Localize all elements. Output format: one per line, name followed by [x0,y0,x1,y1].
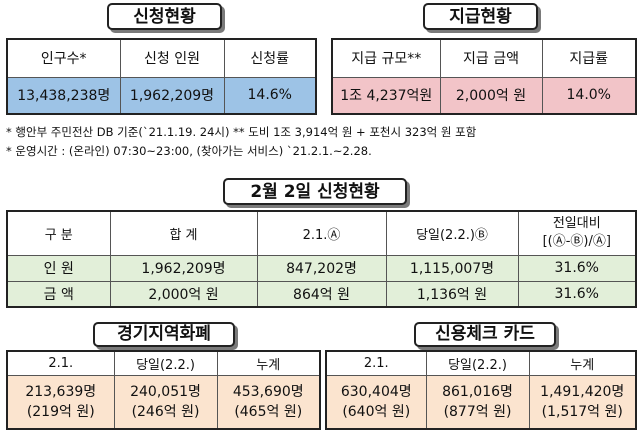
header-change: 전일대비 [(Ⓐ-Ⓑ)/Ⓐ] [517,210,637,256]
header-lc-feb1: 2.1. [6,350,115,376]
section-title-payment-status: 지급현황 [423,3,538,30]
section-title-application-status: 신청현황 [107,3,222,30]
application-status-table: 인구수* 신청 인원 신청률 13,438,238명 1,962,209명 14… [6,38,317,115]
value-cc-cumulative-people: 1,491,420명 [540,383,625,400]
header-feb1: 2.1.Ⓐ [256,210,387,256]
header-today: 당일(2.2.)Ⓑ [385,210,519,256]
value-cc-today-amount: (877억 원) [443,403,512,420]
value-cc-today: 861,016명 (877억 원) [425,374,530,430]
value-cc-feb1-amount: (640억 원) [342,403,411,420]
value-population: 13,438,238명 [6,76,121,115]
value-lc-today-amount: (246억 원) [131,403,200,420]
value-lc-feb1-people: 213,639명 [25,383,97,400]
value-cc-cumulative-amount: (1,517억 원) [541,403,623,420]
header-population: 인구수* [6,38,121,78]
header-total: 합 계 [109,210,258,256]
header-cc-feb1: 2.1. [325,350,427,376]
section-title-local-currency: 경기지역화폐 [93,322,235,347]
section-title-credit-check-card: 신용체크 카드 [414,322,556,347]
row-amount-change: 31.6% [517,280,637,308]
value-payment-scale: 1조 4,237억원 [331,76,441,115]
value-lc-today: 240,051명 (246억 원) [113,374,218,430]
row-amount-feb1: 864억 원 [256,280,387,308]
header-payment-amount: 지급 금액 [439,38,543,78]
header-lc-cumulative: 누계 [216,350,321,376]
header-cc-cumulative: 누계 [528,350,637,376]
row-amount-label: 금 액 [6,280,111,308]
value-applicants: 1,962,209명 [119,76,225,115]
header-cc-today: 당일(2.2.) [425,350,530,376]
row-people-today: 1,115,007명 [385,254,519,282]
value-cc-cumulative: 1,491,420명 (1,517억 원) [528,374,637,430]
value-cc-feb1: 630,404명 (640억 원) [325,374,427,430]
footnote-population-basis: * 행안부 주민전산 DB 기준(`21.1.19. 24시) ** 도비 1조… [6,125,477,139]
header-payment-scale: 지급 규모** [331,38,441,78]
value-lc-cumulative: 453,690명 (465억 원) [216,374,321,430]
value-cc-feb1-people: 630,404명 [340,383,412,400]
value-lc-feb1-amount: (219억 원) [26,403,95,420]
value-lc-cumulative-amount: (465억 원) [234,403,303,420]
header-application-rate: 신청률 [223,38,317,78]
row-people-label: 인 원 [6,254,111,282]
value-payment-rate: 14.0% [541,76,637,115]
header-category: 구 분 [6,210,111,256]
daily-status-table: 구 분 합 계 2.1.Ⓐ 당일(2.2.)Ⓑ 전일대비 [(Ⓐ-Ⓑ)/Ⓐ] 인… [6,210,637,308]
section-title-daily-status: 2월 2일 신청현황 [223,178,407,205]
credit-check-card-table: 2.1. 당일(2.2.) 누계 630,404명 (640억 원) 861,0… [325,350,637,430]
header-payment-rate: 지급률 [541,38,637,78]
payment-status-table: 지급 규모** 지급 금액 지급률 1조 4,237억원 2,000억 원 14… [331,38,637,115]
row-people-feb1: 847,202명 [256,254,387,282]
row-people-total: 1,962,209명 [109,254,258,282]
header-change-formula: [(Ⓐ-Ⓑ)/Ⓐ] [542,234,611,250]
row-amount-total: 2,000억 원 [109,280,258,308]
local-currency-table: 2.1. 당일(2.2.) 누계 213,639명 (219억 원) 240,0… [6,350,321,430]
value-lc-today-people: 240,051명 [130,383,201,400]
value-lc-cumulative-people: 453,690명 [232,383,304,400]
value-application-rate: 14.6% [223,76,317,115]
row-people-change: 31.6% [517,254,637,282]
header-applicants: 신청 인원 [119,38,225,78]
value-lc-feb1: 213,639명 (219억 원) [6,374,115,430]
header-lc-today: 당일(2.2.) [113,350,218,376]
value-payment-amount: 2,000억 원 [439,76,543,115]
footnote-operating-hours: * 운영시간 : (온라인) 07:30~23:00, (찾아가는 서비스) `… [6,144,372,158]
header-change-label: 전일대비 [552,216,601,232]
value-cc-today-people: 861,016명 [442,383,513,400]
row-amount-today: 1,136억 원 [385,280,519,308]
